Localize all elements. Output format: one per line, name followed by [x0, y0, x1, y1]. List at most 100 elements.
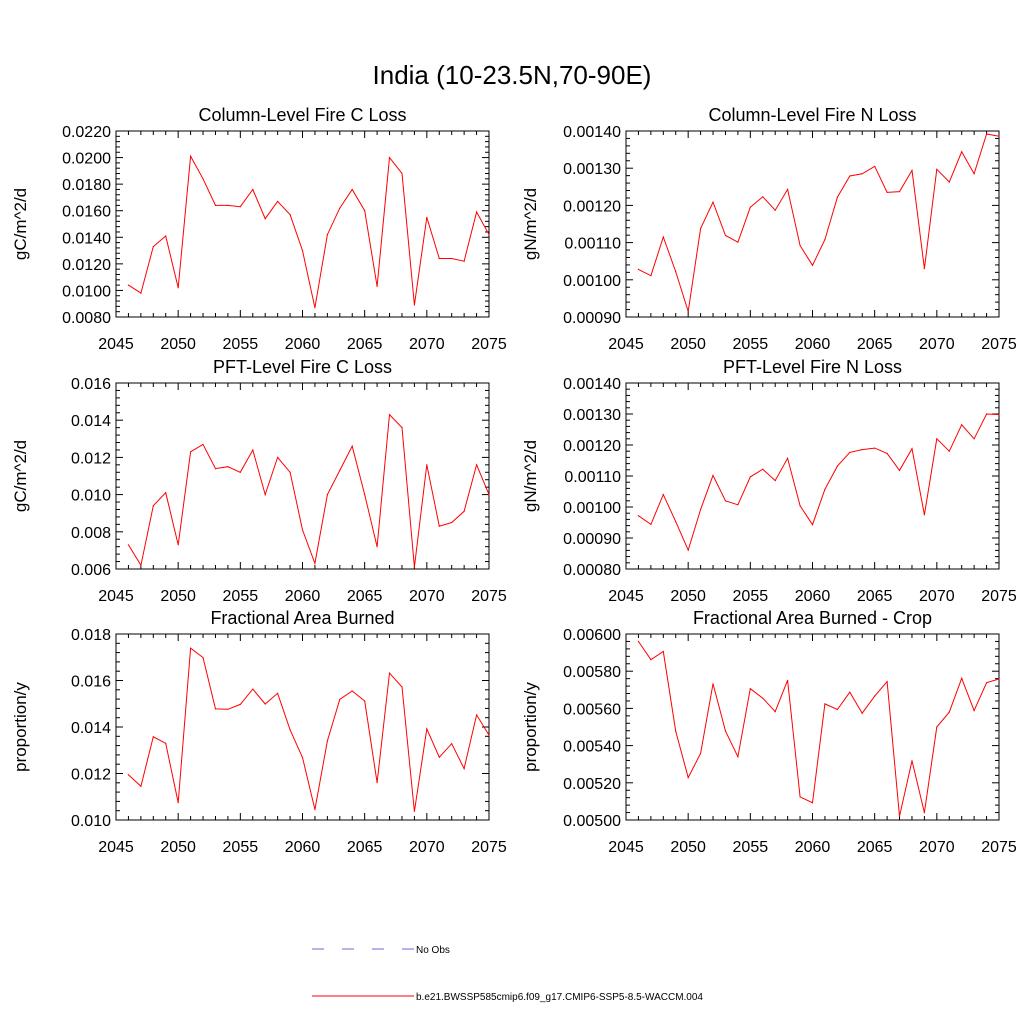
data-point — [811, 264, 814, 266]
data-point — [463, 260, 465, 262]
data-point — [339, 207, 341, 209]
data-point — [401, 172, 403, 175]
y-tick-label: 0.00080 — [563, 562, 621, 579]
x-tick-label: 2055 — [733, 336, 769, 353]
data-point — [152, 505, 154, 507]
data-point — [948, 711, 950, 713]
y-axis-label: gN/m^2/d — [521, 440, 540, 512]
x-tick-label: 2070 — [409, 588, 445, 605]
data-point — [351, 690, 353, 692]
data-point — [886, 452, 888, 454]
data-point — [662, 236, 664, 238]
data-point — [700, 752, 702, 755]
y-tick-label: 0.0140 — [62, 230, 111, 247]
x-tick-label: 2050 — [160, 336, 196, 353]
x-tick-label: 2045 — [608, 336, 644, 353]
data-point — [712, 201, 714, 203]
data-point — [936, 168, 938, 170]
x-tick-label: 2045 — [98, 336, 134, 353]
x-tick-label: 2060 — [285, 839, 321, 856]
data-point — [388, 672, 391, 674]
x-tick-label: 2050 — [670, 336, 706, 353]
data-point — [687, 310, 689, 312]
data-point — [886, 191, 888, 193]
chart-panel-2: 2045 2050 2055 2060 2065 2070 2075 0.00090 0.001… — [521, 105, 1017, 353]
y-tick-label: 0.010 — [71, 488, 111, 505]
chart-panel-6: 2045 2050 2055 2060 2065 2070 2075 0.00500 0.005… — [521, 608, 1017, 856]
data-point — [364, 700, 366, 702]
data-point — [675, 521, 677, 523]
y-tick-label: 0.018 — [71, 627, 111, 644]
data-point — [998, 678, 1000, 680]
data-point — [364, 210, 366, 212]
x-tick-label: 2075 — [471, 588, 507, 605]
data-point — [314, 307, 316, 309]
y-tick-label: 0.0220 — [62, 124, 111, 141]
y-tick-label: 0.00130 — [563, 161, 621, 178]
data-point — [476, 714, 478, 716]
data-point — [973, 438, 975, 440]
x-tick-label: 2050 — [160, 839, 196, 856]
chart-panel-3: 2045 2050 2055 2060 2065 2070 2075 0.006 0.008 0.… — [11, 357, 507, 605]
data-point — [301, 756, 304, 759]
plot-frame — [625, 382, 1000, 570]
data-point — [488, 734, 490, 736]
data-point — [140, 292, 142, 294]
y-tick-label: 0.00130 — [563, 407, 621, 424]
x-tick-label: 2065 — [857, 588, 893, 605]
x-tick-label: 2055 — [223, 336, 259, 353]
data-point — [413, 304, 415, 306]
data-point — [488, 234, 490, 236]
plot-frame — [115, 633, 490, 821]
data-point — [898, 815, 901, 817]
data-point — [177, 544, 179, 546]
y-tick-label: 0.00560 — [563, 701, 621, 718]
y-axis-label: proportion/y — [521, 682, 540, 772]
y-tick-label: 0.0120 — [62, 257, 111, 274]
data-point — [749, 476, 751, 478]
y-tick-label: 0.010 — [71, 813, 111, 830]
x-tick-label: 2060 — [285, 336, 321, 353]
data-point — [301, 250, 304, 252]
y-tick-label: 0.0200 — [62, 151, 111, 168]
data-point — [190, 647, 192, 649]
data-point — [252, 449, 254, 451]
data-point — [152, 246, 154, 248]
y-tick-label: 0.00580 — [563, 664, 621, 681]
data-point — [413, 810, 415, 813]
data-point — [712, 683, 714, 685]
data-point — [165, 492, 167, 494]
y-axis-label: gN/m^2/d — [521, 188, 540, 260]
x-tick-label: 2050 — [670, 839, 706, 856]
data-point — [277, 456, 279, 458]
data-point — [650, 275, 652, 277]
x-tick-label: 2075 — [471, 839, 507, 856]
x-tick-label: 2070 — [919, 839, 955, 856]
data-point — [774, 480, 776, 482]
data-point — [998, 135, 1000, 137]
data-point — [774, 209, 776, 211]
data-point — [749, 206, 751, 208]
data-point — [177, 802, 179, 804]
panel-title: Fractional Area Burned - Crop — [693, 608, 932, 628]
figure-title: India (10-23.5N,70-90E) — [373, 60, 652, 90]
data-point — [737, 756, 739, 758]
x-tick-label: 2065 — [347, 839, 383, 856]
data-point — [339, 698, 341, 700]
data-point — [762, 697, 764, 699]
data-point — [961, 677, 963, 679]
data-point — [874, 447, 876, 449]
x-tick-label: 2065 — [857, 839, 893, 856]
y-tick-label: 0.012 — [71, 450, 111, 467]
data-point — [401, 427, 403, 429]
data-point — [961, 151, 963, 153]
x-tick-label: 2070 — [919, 588, 955, 605]
data-point — [413, 566, 415, 568]
series-line — [638, 133, 1000, 312]
data-point — [737, 241, 739, 243]
data-point — [388, 414, 391, 416]
data-point — [388, 157, 391, 159]
data-point — [923, 514, 926, 516]
y-tick-label: 0.00100 — [563, 500, 621, 517]
data-point — [898, 191, 901, 193]
